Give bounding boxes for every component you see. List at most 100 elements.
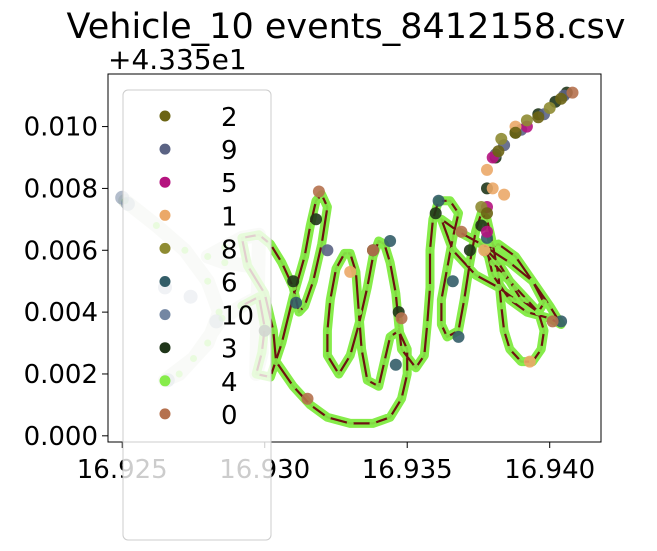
series-4-point xyxy=(500,271,508,279)
series-0-point xyxy=(395,312,408,325)
series-4-point xyxy=(489,271,497,279)
legend-label: 9 xyxy=(221,136,238,166)
series-6-point xyxy=(290,296,303,309)
legend-marker xyxy=(159,375,171,387)
series-4-point xyxy=(398,345,405,353)
series-4-point xyxy=(312,197,320,205)
series-4-point xyxy=(460,296,468,304)
series-0-point xyxy=(455,225,468,238)
series-4-point xyxy=(449,246,457,254)
series-4-point xyxy=(506,296,514,304)
series-4-point xyxy=(341,249,348,257)
series-2-point xyxy=(509,126,522,139)
series-4-point xyxy=(380,358,388,366)
series-4-point xyxy=(426,246,434,254)
series-4-point xyxy=(512,283,519,291)
series-1-point xyxy=(498,188,511,201)
series-4-point xyxy=(278,339,286,347)
series-2-point xyxy=(492,145,505,158)
series-4-point xyxy=(369,419,377,427)
series-4-point xyxy=(278,259,286,267)
series-4-point xyxy=(517,358,525,366)
legend-marker xyxy=(159,242,171,254)
series-4-point xyxy=(523,296,531,304)
series-6-point xyxy=(384,235,397,247)
series-4-point xyxy=(323,203,331,211)
series-2-point xyxy=(555,92,568,105)
series-4-point xyxy=(346,419,354,427)
series-0-point xyxy=(312,185,325,198)
series-4-point xyxy=(309,277,317,285)
series-4-point xyxy=(423,321,431,328)
series-8-point xyxy=(543,102,556,114)
series-4-point xyxy=(323,327,331,335)
legend-marker xyxy=(159,309,171,321)
series-5-point xyxy=(481,225,493,238)
series-4-point xyxy=(420,351,428,359)
series-2-point xyxy=(481,207,493,220)
y-tick-label: 0.010 xyxy=(24,113,98,143)
series-1-point xyxy=(523,355,536,368)
legend-marker xyxy=(159,110,171,122)
series-4-point xyxy=(494,240,502,248)
series-4-point xyxy=(506,277,514,285)
series-4-point xyxy=(497,302,505,310)
series-4-point xyxy=(386,259,394,267)
series-4-point xyxy=(363,376,371,384)
legend-marker xyxy=(159,209,171,221)
series-4-point xyxy=(446,197,454,205)
chart-title: Vehicle_10 events_8412158.csv xyxy=(67,7,626,47)
series-1-point xyxy=(344,265,357,278)
legend-label: 2 xyxy=(221,103,238,133)
series-6-point xyxy=(555,315,568,328)
y-tick-label: 0.000 xyxy=(24,422,98,452)
legend-marker xyxy=(159,342,171,354)
series-4-point xyxy=(523,308,531,316)
series-4-point xyxy=(375,382,383,390)
series-4-point xyxy=(395,327,403,335)
legend-label: 0 xyxy=(221,401,238,431)
y-tick-label: 0.006 xyxy=(24,236,98,266)
series-4-point xyxy=(346,351,354,359)
series-4-point xyxy=(398,395,405,403)
legend-label: 1 xyxy=(221,202,238,232)
y-offset-label: +4.335e1 xyxy=(108,43,247,76)
series-2-point xyxy=(532,111,545,124)
legend-label: 6 xyxy=(221,269,238,299)
series-4-point xyxy=(540,327,548,335)
legend-label: 4 xyxy=(221,368,238,398)
legend-marker xyxy=(159,143,171,155)
legend-box xyxy=(122,89,272,541)
series-4-point xyxy=(546,302,554,310)
series-4-point xyxy=(426,283,434,291)
series-3-point xyxy=(429,207,442,220)
series-4-point xyxy=(355,308,363,316)
series-4-point xyxy=(449,234,457,242)
series-4-point xyxy=(412,364,420,372)
plot-frame xyxy=(107,73,602,443)
series-4-point xyxy=(494,271,502,279)
series-4-point xyxy=(455,209,462,217)
legend-label: 5 xyxy=(221,169,238,199)
y-tick-label: 0.008 xyxy=(24,174,98,204)
series-8-point xyxy=(495,132,508,145)
series-6-point xyxy=(432,194,445,207)
series-4-point xyxy=(272,358,280,366)
series-6-point xyxy=(389,358,402,371)
series-6-point xyxy=(452,330,465,343)
series-1-point xyxy=(481,163,493,176)
y-axis: 0.000 0.002 0.004 0.006 0.008 0.010 xyxy=(24,113,108,452)
series-4-point xyxy=(392,290,400,298)
series-6-point xyxy=(446,275,459,288)
series-4-point xyxy=(494,259,502,267)
series-4-point xyxy=(355,321,363,328)
series-3-point xyxy=(463,244,476,257)
legend-label: 10 xyxy=(221,302,254,332)
series-4-point xyxy=(386,333,394,341)
series-4-point xyxy=(512,253,519,260)
series-1-point xyxy=(486,182,499,195)
series-4-point xyxy=(358,345,366,353)
series-4-point xyxy=(506,345,514,353)
